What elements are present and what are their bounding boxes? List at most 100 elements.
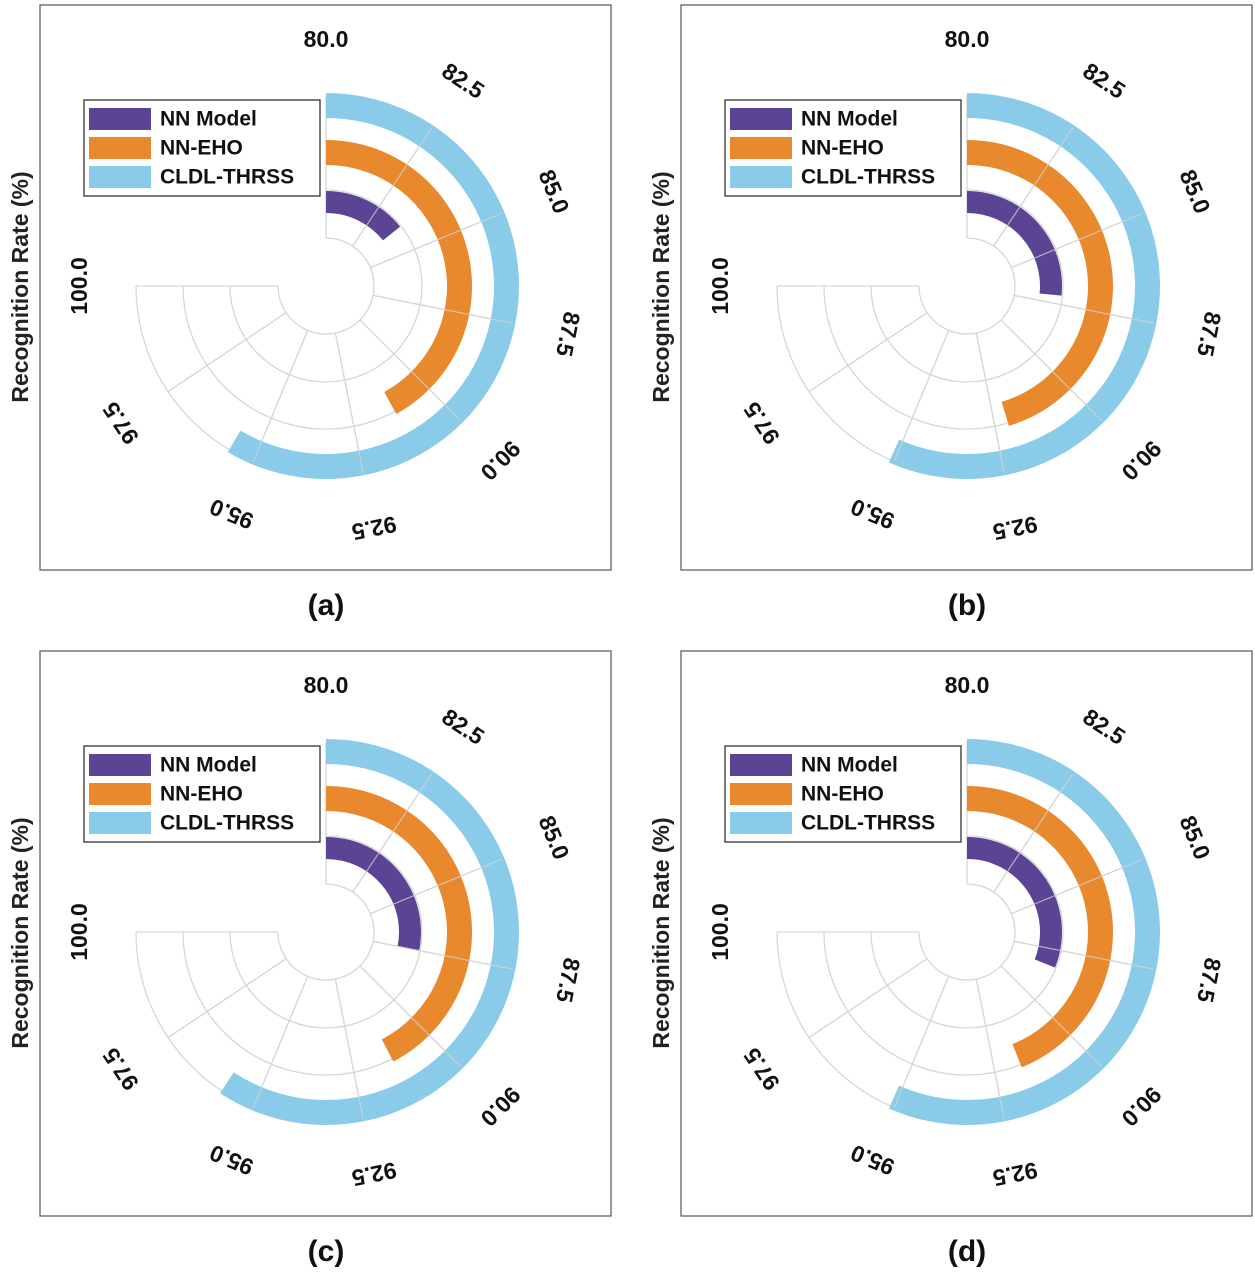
tick-label: 97.5 [738,1043,785,1095]
grid-spoke-overlay [975,978,1005,1119]
legend-label-cldl-thrss: CLDL-THRSS [801,812,935,835]
grid-spoke-overlay [252,976,309,1108]
tick-label: 92.5 [349,1157,398,1191]
radial-chart: 80.0 82.5 85.0 87.5 90.0 92.5 95.0 97.5 100.0 Rec… [7,4,612,622]
tick-label: 100.0 [66,257,92,315]
grid-spoke-overlay [352,127,433,247]
tick-label: 95.0 [847,494,898,535]
legend-label-nn-eho: NN-EHO [160,137,243,160]
panel-caption: (a) [308,589,345,622]
grid-spoke-overlay [372,940,513,970]
bar-nn-eho [967,140,1113,426]
bar-nn-eho [326,786,472,1062]
grid-spoke-overlay [370,858,502,915]
grid-spoke-overlay [334,332,364,473]
bar-cldl-thrss [227,93,519,479]
y-axis-label: Recognition Rate (%) [7,817,33,1048]
grid-spoke-overlay [167,312,287,393]
legend-label-nn-model: NN Model [801,108,898,131]
tick-label: 82.5 [1078,57,1130,104]
tick-label: 90.0 [1117,436,1167,486]
y-axis-label: Recognition Rate (%) [648,817,674,1048]
tick-label: 80.0 [304,672,349,698]
tick-label: 90.0 [1117,1082,1167,1132]
grid-spoke-overlay [370,212,502,269]
grid-spoke-overlay [975,332,1005,473]
bar-nn-model [326,191,401,241]
tick-label: 97.5 [97,397,144,449]
plot-frame [39,650,612,1217]
legend: NN Model NN-EHO CLDL-THRSS [83,745,321,843]
y-axis-label: Recognition Rate (%) [648,171,674,402]
bar-nn-model [967,837,1062,968]
grid-spoke-overlay [372,294,513,324]
panel-b: 80.0 82.5 85.0 87.5 90.0 92.5 95.0 97.5 100.0 Rec… [641,0,1255,638]
legend-swatch-cldl-thrss [730,166,792,188]
tick-label: 90.0 [476,436,526,486]
radial-chart: 80.0 82.5 85.0 87.5 90.0 92.5 95.0 97.5 100.0 Rec… [648,650,1253,1268]
grid-spoke-overlay [334,978,364,1119]
legend-swatch-nn-eho [89,783,151,805]
legend-label-nn-model: NN Model [160,108,257,131]
tick-label: 80.0 [945,26,990,52]
panel-caption: (c) [308,1235,345,1268]
tick-label: 82.5 [437,57,489,104]
grid-spoke-overlay [893,976,950,1108]
tick-label: 87.5 [1192,956,1226,1005]
grid-spoke-overlay [1011,858,1143,915]
tick-label: 100.0 [707,903,733,961]
grid-spoke-overlay [252,330,309,462]
bar-nn-eho [967,786,1114,1068]
tick-label: 92.5 [349,511,398,545]
legend: NN Model NN-EHO CLDL-THRSS [83,99,321,197]
radial-chart: 80.0 82.5 85.0 87.5 90.0 92.5 95.0 97.5 100.0 Rec… [648,4,1253,622]
tick-label: 80.0 [945,672,990,698]
tick-label: 92.5 [990,1157,1039,1191]
legend-swatch-nn-eho [89,137,151,159]
legend-label-nn-model: NN Model [801,754,898,777]
y-axis-label: Recognition Rate (%) [7,171,33,402]
grid-spoke-overlay [1011,212,1143,269]
legend-label-nn-eho: NN-EHO [801,783,884,806]
legend-swatch-nn-eho [730,783,792,805]
plot-frame [680,650,1253,1217]
legend-swatch-cldl-thrss [730,812,792,834]
tick-label: 85.0 [1175,812,1216,863]
tick-label: 97.5 [97,1043,144,1095]
panel-caption: (d) [948,1235,986,1268]
legend-swatch-nn-model [89,754,151,776]
bar-nn-eho [326,140,472,414]
grid-spoke-overlay [1000,319,1102,421]
grid-ring [277,883,375,981]
tick-label: 100.0 [66,903,92,961]
tick-label: 87.5 [1192,310,1226,359]
tick-label: 85.0 [1175,166,1216,217]
tick-label: 80.0 [304,26,349,52]
grid-spoke-overlay [352,773,433,893]
panel-c: 80.0 82.5 85.0 87.5 90.0 92.5 95.0 97.5 100.0 Rec… [0,646,628,1284]
legend-swatch-cldl-thrss [89,166,151,188]
legend-swatch-nn-model [89,108,151,130]
tick-label: 95.0 [206,1140,257,1181]
grid-ring [277,237,375,335]
tick-label: 90.0 [476,1082,526,1132]
grid-spoke-overlay [993,127,1074,247]
tick-label: 85.0 [534,812,575,863]
legend-swatch-nn-model [730,108,792,130]
tick-label: 95.0 [206,494,257,535]
tick-label: 100.0 [707,257,733,315]
legend-swatch-nn-model [730,754,792,776]
legend-swatch-cldl-thrss [89,812,151,834]
tick-label: 87.5 [551,310,585,359]
legend-label-nn-model: NN Model [160,754,257,777]
panel-caption: (b) [948,589,986,622]
grid-spoke-overlay [1013,294,1154,324]
grid-spoke-overlay [993,773,1074,893]
legend: NN Model NN-EHO CLDL-THRSS [724,745,962,843]
legend-label-cldl-thrss: CLDL-THRSS [160,166,294,189]
legend-label-nn-eho: NN-EHO [801,137,884,160]
tick-label: 87.5 [551,956,585,1005]
tick-label: 97.5 [738,397,785,449]
grid-spoke-overlay [359,319,461,421]
plot-frame [680,4,1253,571]
